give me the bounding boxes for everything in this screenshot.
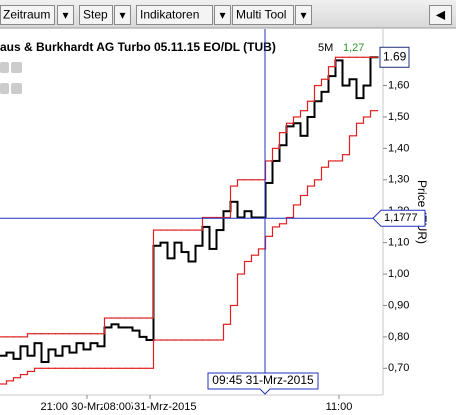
crosshair-y-box [372, 209, 426, 227]
y-tick-label: 1,40 [388, 142, 409, 154]
button-label[interactable]: Step [83, 8, 108, 22]
button-label[interactable]: Indikatoren [140, 8, 199, 22]
series-0 [0, 56, 379, 364]
button[interactable]: Multi Tool ▾ [232, 5, 312, 25]
interval: 5M [318, 42, 333, 54]
button-label[interactable]: Zeitraum [3, 8, 50, 22]
last-price-box [379, 46, 410, 68]
y-tick-label: 1,30 [388, 174, 409, 186]
crosshair-x-label: 09:45 31-Mrz-2015 [212, 373, 314, 387]
y-tick-label: 0,90 [388, 299, 409, 311]
button-label[interactable]: Multi Tool [236, 8, 286, 22]
button[interactable]: Step ▾ [79, 5, 131, 25]
series-1 [0, 56, 379, 338]
y-tick-label: 0,80 [388, 331, 409, 343]
back-icon[interactable]: ◀ [436, 8, 446, 22]
dropdown-arrow[interactable]: ▾ [219, 8, 225, 22]
x-tick-label: 21:00 30-Mrz-2015 [41, 401, 134, 413]
series-2 [0, 110, 379, 385]
button[interactable]: Zeitraum ▾ [0, 5, 74, 25]
legend-icons[interactable] [0, 62, 22, 94]
change: 1,27 [343, 42, 364, 54]
button[interactable]: Indikatoren ▾ [136, 5, 231, 25]
crosshair-y-label: 1,1777 [384, 212, 418, 224]
dropdown-arrow[interactable]: ▾ [300, 8, 306, 22]
dropdown-arrow[interactable]: ▾ [119, 8, 125, 22]
y-tick-label: 1,10 [388, 237, 409, 249]
chart-title: aus & Burkhardt AG Turbo 05.11.15 EO/DL … [0, 40, 276, 54]
back-button[interactable]: ◀ [429, 5, 452, 25]
x-tick-label: 08:00 31-Mrz-2015 [104, 401, 197, 413]
y-tick-label: 1,60 [388, 79, 409, 91]
last-price-label: 1.69 [383, 49, 407, 63]
y-tick-label: 1,50 [388, 111, 409, 123]
dropdown-arrow[interactable]: ▾ [62, 8, 68, 22]
x-tick-label: 11:00 [326, 401, 353, 413]
y-tick-label: 0,70 [388, 362, 409, 374]
y-tick-label: 1,00 [388, 268, 409, 280]
crosshair-x-box [207, 372, 319, 395]
